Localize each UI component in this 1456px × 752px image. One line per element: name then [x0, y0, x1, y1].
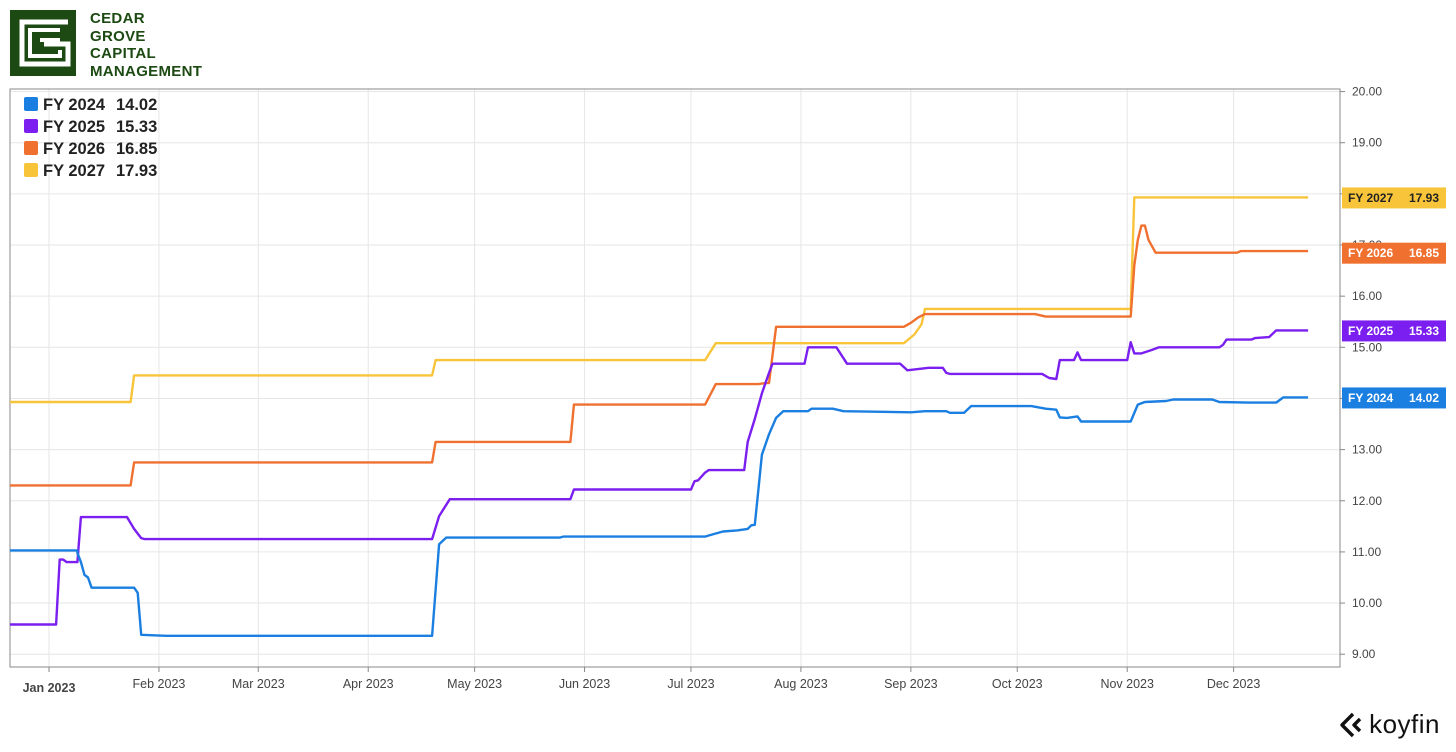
series-line-fy-2027	[10, 196, 1309, 404]
legend-item-fy-2027: FY 2027 17.93	[24, 162, 157, 180]
logo-wordmark: CEDAR GROVE CAPITAL MANAGEMENT	[90, 10, 202, 80]
series-line-fy-2024	[10, 396, 1309, 637]
value-tag-value: 15.33	[1409, 324, 1439, 338]
legend-value: 17.93	[116, 162, 157, 180]
legend-label: FY 2026	[43, 140, 105, 158]
legend-swatch	[24, 163, 38, 177]
legend-value: 15.33	[116, 118, 157, 136]
x-tick-label: Nov 2023	[1100, 677, 1154, 691]
value-tag-name: FY 2024	[1348, 391, 1393, 405]
x-tick-label: May 2023	[447, 677, 502, 691]
value-tag-fy-2025: FY 2025 15.33	[1342, 320, 1446, 342]
y-tick-label: 19.00	[1352, 136, 1382, 150]
legend-item-fy-2025: FY 2025 15.33	[24, 118, 157, 136]
x-tick-label: Dec 2023	[1207, 677, 1261, 691]
value-tag-bg	[1342, 387, 1446, 409]
chart-grid	[10, 89, 1340, 667]
value-tag-value: 16.85	[1409, 246, 1439, 260]
x-tick-label: Oct 2023	[992, 677, 1043, 691]
y-tick-label: 9.00	[1352, 647, 1376, 661]
value-tag-bg	[1342, 242, 1446, 264]
koyfin-chevron-icon	[1340, 712, 1362, 737]
legend-swatch	[24, 141, 38, 155]
logo-line-1: CEDAR	[90, 10, 145, 27]
value-tag-value: 14.02	[1409, 391, 1439, 405]
x-tick-label: Aug 2023	[774, 677, 828, 691]
x-tick-label: Jun 2023	[559, 677, 610, 691]
series-line-fy-2025	[10, 329, 1309, 626]
value-tag-fy-2027: FY 2027 17.93	[1342, 187, 1446, 209]
logo-mark-icon	[10, 10, 76, 76]
value-tag-fy-2026: FY 2026 16.85	[1342, 242, 1446, 264]
legend-item-fy-2026: FY 2026 16.85	[24, 140, 157, 158]
legend-item-fy-2024: FY 2024 14.02	[24, 96, 157, 114]
y-tick-label: 16.00	[1352, 289, 1382, 303]
logo-line-2: GROVE	[90, 27, 146, 45]
x-axis: Jan 2023 Feb 2023 Mar 2023 Apr 2023 May 2023…	[23, 667, 1261, 695]
series-line-fy-2026	[10, 224, 1309, 487]
value-tag-name: FY 2027	[1348, 191, 1393, 205]
series-lines	[10, 196, 1309, 637]
plot-area-border	[9, 88, 1341, 668]
koyfin-brand: koyfin	[1337, 709, 1440, 740]
brand-name: koyfin	[1369, 709, 1440, 739]
logo-line-3: CAPITAL	[90, 45, 156, 62]
value-tag-name: FY 2025	[1348, 324, 1393, 338]
x-tick-label: Jan 2023	[23, 681, 76, 695]
x-tick-label: Feb 2023	[133, 677, 186, 691]
x-tick-label: Sep 2023	[884, 677, 938, 691]
value-tag-value: 17.93	[1409, 191, 1439, 205]
legend-swatch	[24, 119, 38, 133]
y-tick-label: 13.00	[1352, 443, 1382, 457]
legend-value: 16.85	[116, 140, 157, 158]
value-tag-bg	[1342, 320, 1446, 342]
legend-value: 14.02	[116, 96, 157, 114]
y-tick-label: 15.00	[1352, 340, 1382, 354]
value-tag-bg	[1342, 187, 1446, 209]
legend-label: FY 2024	[43, 96, 106, 114]
value-tag-name: FY 2026	[1348, 246, 1393, 260]
legend-label: FY 2025	[43, 118, 105, 136]
x-tick-label: Apr 2023	[343, 677, 394, 691]
x-tick-label: Jul 2023	[667, 677, 714, 691]
y-tick-label: 12.00	[1352, 494, 1382, 508]
legend-swatch	[24, 97, 38, 111]
y-axis: 9.0010.0011.0012.0013.0014.0015.0016.001…	[1340, 85, 1382, 661]
value-tag-fy-2024: FY 2024 14.02	[1342, 387, 1446, 409]
y-tick-label: 20.00	[1352, 85, 1382, 99]
legend-label: FY 2027	[43, 162, 105, 180]
x-tick-label: Mar 2023	[232, 677, 285, 691]
y-tick-label: 11.00	[1352, 545, 1381, 559]
y-tick-label: 10.00	[1352, 596, 1382, 610]
cedar-grove-logo: CEDAR GROVE CAPITAL MANAGEMENT	[10, 10, 230, 80]
logo-line-4: MANAGEMENT	[90, 62, 203, 80]
